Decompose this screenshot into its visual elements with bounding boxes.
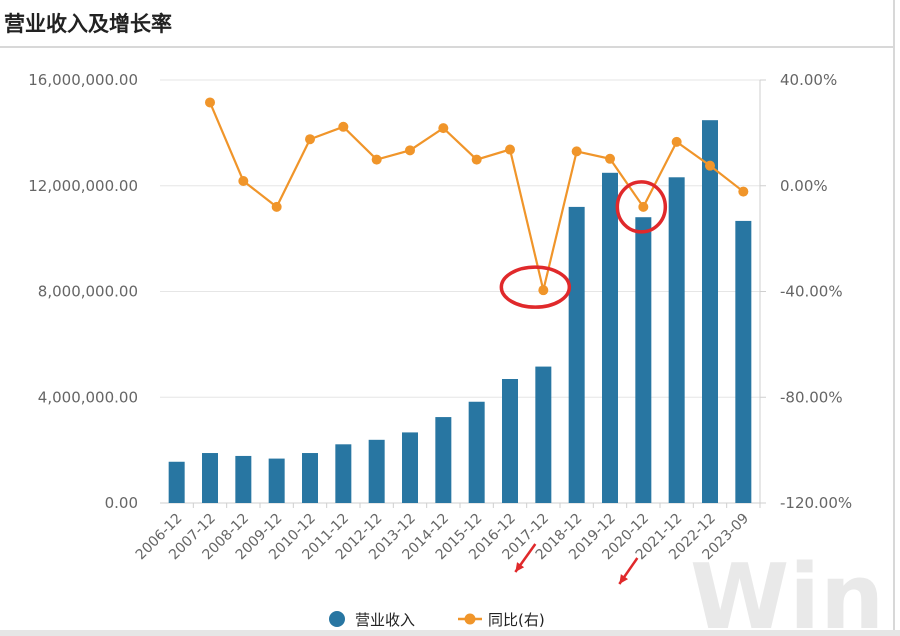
legend-revenue-label[interactable]: 营业收入	[355, 611, 415, 629]
yoy-point	[438, 123, 449, 134]
legend-yoy-swatch[interactable]	[464, 613, 476, 625]
left-tick-label: 0.00	[105, 494, 138, 512]
right-tick-label: 0.00%	[780, 177, 828, 195]
bar-revenue	[668, 177, 685, 504]
legend-revenue-swatch[interactable]	[329, 611, 345, 627]
bar-revenue	[402, 432, 418, 503]
bar-revenue	[635, 217, 652, 503]
red-circle-annotation-2020	[615, 180, 668, 234]
yoy-point	[238, 175, 249, 186]
right-divider	[893, 0, 895, 636]
page-title: 营业收入及增长率	[4, 12, 172, 36]
red-arrow-2017-head	[515, 562, 525, 572]
annotations	[499, 180, 668, 585]
yoy-point	[471, 154, 482, 165]
yoy-point	[571, 146, 582, 157]
bar-revenue	[702, 120, 718, 503]
right-tick-label: -80.00%	[780, 388, 843, 406]
right-tick-label: 40.00%	[780, 71, 837, 89]
yoy-point	[305, 134, 315, 145]
watermark: Win.d	[690, 545, 893, 630]
legend-yoy-label[interactable]: 同比(右)	[488, 611, 545, 629]
yoy-point	[705, 160, 715, 171]
bar-revenue	[602, 172, 618, 503]
bar-revenue	[268, 458, 285, 503]
left-tick-label: 4,000,000.00	[38, 388, 138, 406]
bar-revenue	[535, 366, 552, 503]
left-axis-ticks: 0.00 4,000,000.00 8,000,000.00 12,000,000.0…	[28, 71, 138, 512]
red-arrow-2020-head	[619, 574, 629, 584]
yoy-point	[338, 121, 349, 132]
bar-revenue	[568, 206, 585, 503]
yoy-point	[538, 285, 549, 296]
yoy-point	[405, 145, 415, 156]
yoy-point	[738, 186, 749, 197]
yoy-point	[505, 144, 515, 155]
yoy-point	[638, 201, 649, 212]
bar-revenue	[168, 461, 185, 503]
yoy-line	[205, 97, 749, 296]
right-axis-ticks: -120.00% -80.00% -40.00% 0.00% 40.00%	[760, 71, 852, 512]
bar-revenue	[202, 453, 218, 503]
yoy-point	[671, 136, 682, 147]
title-divider	[0, 46, 893, 48]
bar-revenue	[468, 401, 485, 503]
bar-revenue	[435, 417, 452, 503]
legend: 营业收入 同比(右)	[329, 611, 545, 629]
yoy-point	[605, 153, 615, 164]
x-axis: 2006-122007-122008-122009-122010-122011-…	[133, 503, 761, 563]
left-tick-label: 16,000,000.00	[28, 71, 138, 89]
right-tick-label: -120.00%	[780, 494, 852, 512]
bar-revenue	[368, 439, 385, 503]
bar-revenue	[335, 444, 352, 503]
left-tick-label: 8,000,000.00	[38, 283, 138, 301]
bars	[168, 120, 752, 504]
left-tick-label: 12,000,000.00	[28, 177, 138, 195]
yoy-point	[271, 201, 282, 212]
yoy-point	[205, 97, 215, 108]
red-circle-annotation-2017	[499, 265, 572, 309]
bar-revenue	[502, 379, 518, 503]
bar-revenue	[735, 220, 752, 504]
bar-revenue	[235, 455, 252, 503]
yoy-point	[371, 154, 382, 165]
right-tick-label: -40.00%	[780, 283, 843, 301]
bottom-bar	[0, 630, 900, 636]
bar-revenue	[302, 453, 318, 503]
